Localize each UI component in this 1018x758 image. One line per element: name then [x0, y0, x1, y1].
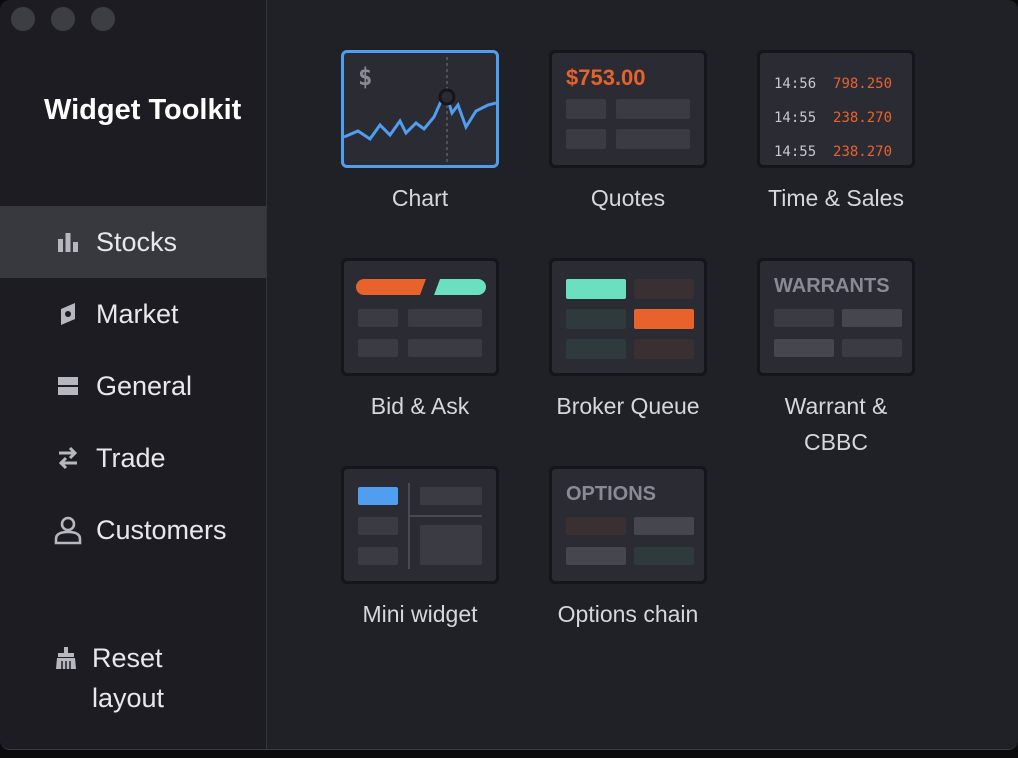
line-chart-graphic	[344, 57, 496, 165]
sidebar-item-trade[interactable]: Trade	[0, 422, 266, 494]
app-title: Widget Toolkit	[44, 94, 242, 126]
time-sales-row: 14:55 238.270	[774, 144, 893, 160]
minimize-window-button[interactable]	[51, 7, 75, 31]
widget-label: Chart	[391, 185, 449, 211]
general-icon	[52, 370, 84, 402]
sidebar-item-label: Trade	[96, 442, 166, 473]
widget-tile-time-sales[interactable]: 14:56 798.250 14:55 238.270 14:55 238.27…	[756, 50, 916, 216]
widget-tile-chart[interactable]: $ Chart	[340, 50, 500, 216]
broker-queue-preview	[549, 258, 707, 376]
widget-label: Options chain	[557, 601, 699, 627]
widget-tile-options-chain[interactable]: OPTIONS Options chain	[548, 466, 708, 632]
market-icon	[52, 298, 84, 330]
sidebar-nav: Stocks Market General Trade	[0, 206, 266, 566]
reset-layout-label: Reset layout	[92, 643, 165, 713]
widget-label: Quotes	[590, 185, 666, 211]
options-preview: OPTIONS	[549, 466, 707, 584]
widget-tile-quotes[interactable]: $753.00 Quotes	[548, 50, 708, 216]
bar-chart-icon	[52, 226, 84, 258]
widget-tile-broker-queue[interactable]: Broker Queue	[548, 258, 708, 424]
sidebar-item-stocks[interactable]: Stocks	[0, 206, 266, 278]
bid-ask-preview	[341, 258, 499, 376]
sidebar-item-customers[interactable]: Customers	[0, 494, 266, 566]
sidebar-item-general[interactable]: General	[0, 350, 266, 422]
sidebar-item-market[interactable]: Market	[0, 278, 266, 350]
person-icon	[52, 514, 84, 546]
dollar-sign: $	[358, 63, 373, 91]
widget-label: Mini widget	[362, 601, 478, 627]
time-sales-preview: 14:56 798.250 14:55 238.270 14:55 238.27…	[757, 50, 915, 168]
options-text: OPTIONS	[566, 483, 657, 505]
warrants-text: WARRANTS	[774, 275, 890, 297]
mini-widget-preview	[341, 466, 499, 584]
sidebar: Widget Toolkit Stocks Market General	[0, 0, 267, 749]
sidebar-item-label: Market	[96, 298, 179, 329]
brush-icon	[50, 642, 82, 674]
warrant-preview: WARRANTS	[757, 258, 915, 376]
quote-price: $753.00	[566, 65, 646, 90]
window-controls	[11, 7, 115, 31]
sidebar-item-label: General	[96, 370, 193, 401]
widget-tile-warrant-cbbc[interactable]: WARRANTS Warrant & CBBC	[756, 258, 916, 460]
widget-label: Warrant & CBBC	[784, 393, 888, 455]
chart-preview: $	[341, 50, 499, 168]
swap-arrows-icon	[52, 442, 84, 474]
time-sales-rows: 14:56 798.250 14:55 238.270 14:55 238.27…	[774, 67, 893, 165]
sidebar-item-label: Customers	[96, 514, 227, 545]
widget-tile-bid-ask[interactable]: Bid & Ask	[340, 258, 500, 424]
quotes-preview: $753.00	[549, 50, 707, 168]
reset-layout-button[interactable]: Reset layout	[50, 638, 202, 718]
time-sales-row: 14:55 238.270	[774, 110, 893, 126]
close-window-button[interactable]	[11, 7, 35, 31]
sidebar-item-label: Stocks	[96, 226, 178, 257]
zoom-window-button[interactable]	[91, 7, 115, 31]
widget-grid: $ Chart $753.00 Quotes	[268, 0, 1018, 749]
widget-label: Time & Sales	[768, 185, 904, 211]
time-sales-row: 14:56 798.250	[774, 76, 893, 92]
widget-label: Broker Queue	[556, 393, 700, 419]
widget-tile-mini-widget[interactable]: Mini widget	[340, 466, 500, 632]
widget-label: Bid & Ask	[370, 393, 470, 419]
